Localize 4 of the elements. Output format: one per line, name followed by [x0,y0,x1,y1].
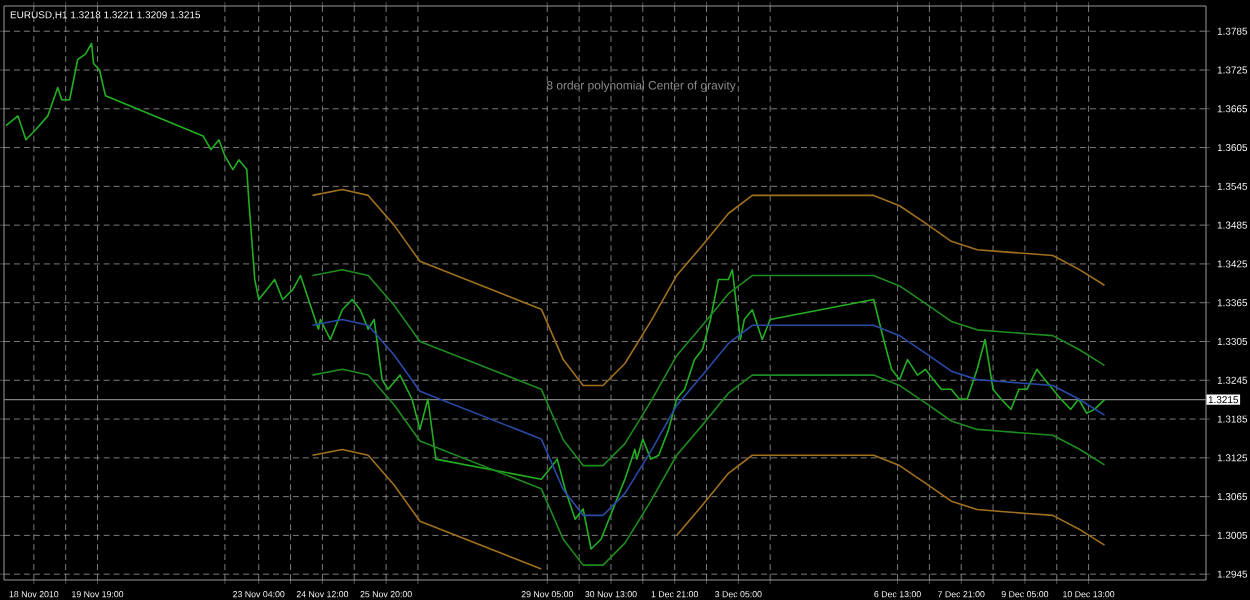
line-series [311,368,1106,566]
line-series [311,318,1106,517]
line-series [311,188,1106,387]
line-series [311,268,1106,467]
